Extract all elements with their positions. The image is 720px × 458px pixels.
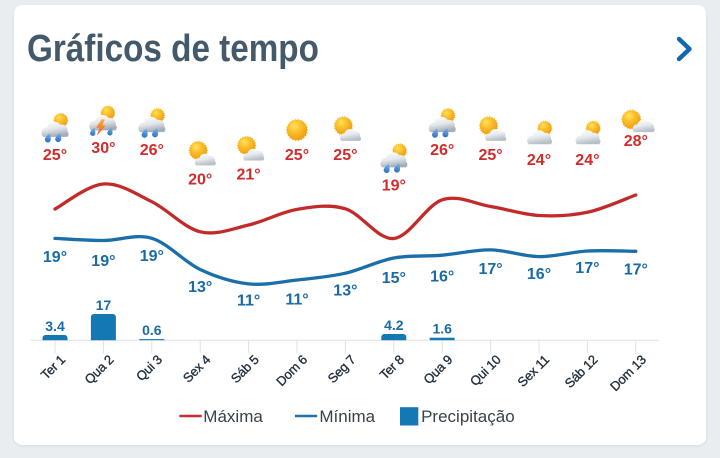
svg-text:25°: 25°: [478, 147, 502, 164]
svg-text:13°: 13°: [188, 279, 212, 296]
svg-text:Ter 1: Ter 1: [38, 352, 68, 382]
svg-text:0.6: 0.6: [142, 322, 162, 338]
svg-text:Precipitação: Precipitação: [421, 407, 515, 426]
svg-text:Seg 7: Seg 7: [325, 352, 359, 386]
svg-text:24°: 24°: [575, 152, 599, 169]
svg-text:Ter 8: Ter 8: [377, 352, 407, 382]
svg-text:Dom 13: Dom 13: [607, 352, 649, 394]
svg-text:19°: 19°: [43, 249, 67, 266]
svg-text:11°: 11°: [285, 292, 308, 309]
svg-text:21°: 21°: [236, 167, 260, 184]
svg-text:25°: 25°: [43, 147, 67, 164]
svg-text:25°: 25°: [333, 147, 357, 164]
svg-text:Sex 4: Sex 4: [180, 352, 213, 385]
svg-text:Qui 3: Qui 3: [133, 352, 165, 384]
svg-text:16°: 16°: [527, 266, 551, 283]
svg-text:Qui 10: Qui 10: [467, 352, 504, 389]
svg-text:20°: 20°: [188, 172, 212, 189]
svg-text:17°: 17°: [478, 261, 502, 278]
svg-text:Máxima: Máxima: [203, 407, 263, 426]
svg-text:Dom 6: Dom 6: [273, 352, 310, 389]
svg-text:26°: 26°: [430, 142, 454, 159]
svg-text:28°: 28°: [624, 133, 648, 150]
svg-text:Mínima: Mínima: [319, 407, 375, 426]
svg-text:19°: 19°: [91, 253, 115, 270]
svg-text:Sáb 12: Sáb 12: [562, 352, 601, 391]
svg-text:11°: 11°: [237, 293, 260, 310]
svg-text:Qua 2: Qua 2: [82, 352, 117, 387]
svg-text:Qua 9: Qua 9: [420, 352, 455, 387]
svg-text:17°: 17°: [624, 261, 648, 278]
svg-text:Sáb 5: Sáb 5: [228, 352, 262, 386]
svg-text:15°: 15°: [382, 270, 406, 287]
svg-text:3.4: 3.4: [45, 318, 65, 334]
svg-text:Sex 11: Sex 11: [514, 352, 552, 390]
svg-text:24°: 24°: [527, 152, 551, 169]
svg-text:25°: 25°: [285, 147, 309, 164]
svg-text:13°: 13°: [333, 283, 357, 300]
svg-text:19°: 19°: [140, 248, 164, 265]
svg-text:19°: 19°: [382, 178, 406, 195]
svg-text:30°: 30°: [91, 140, 115, 157]
svg-text:4.2: 4.2: [384, 317, 404, 333]
svg-text:16°: 16°: [430, 268, 454, 285]
svg-text:17: 17: [96, 297, 112, 313]
svg-text:1.6: 1.6: [432, 321, 452, 337]
svg-text:26°: 26°: [140, 142, 164, 159]
svg-text:17°: 17°: [575, 260, 599, 277]
